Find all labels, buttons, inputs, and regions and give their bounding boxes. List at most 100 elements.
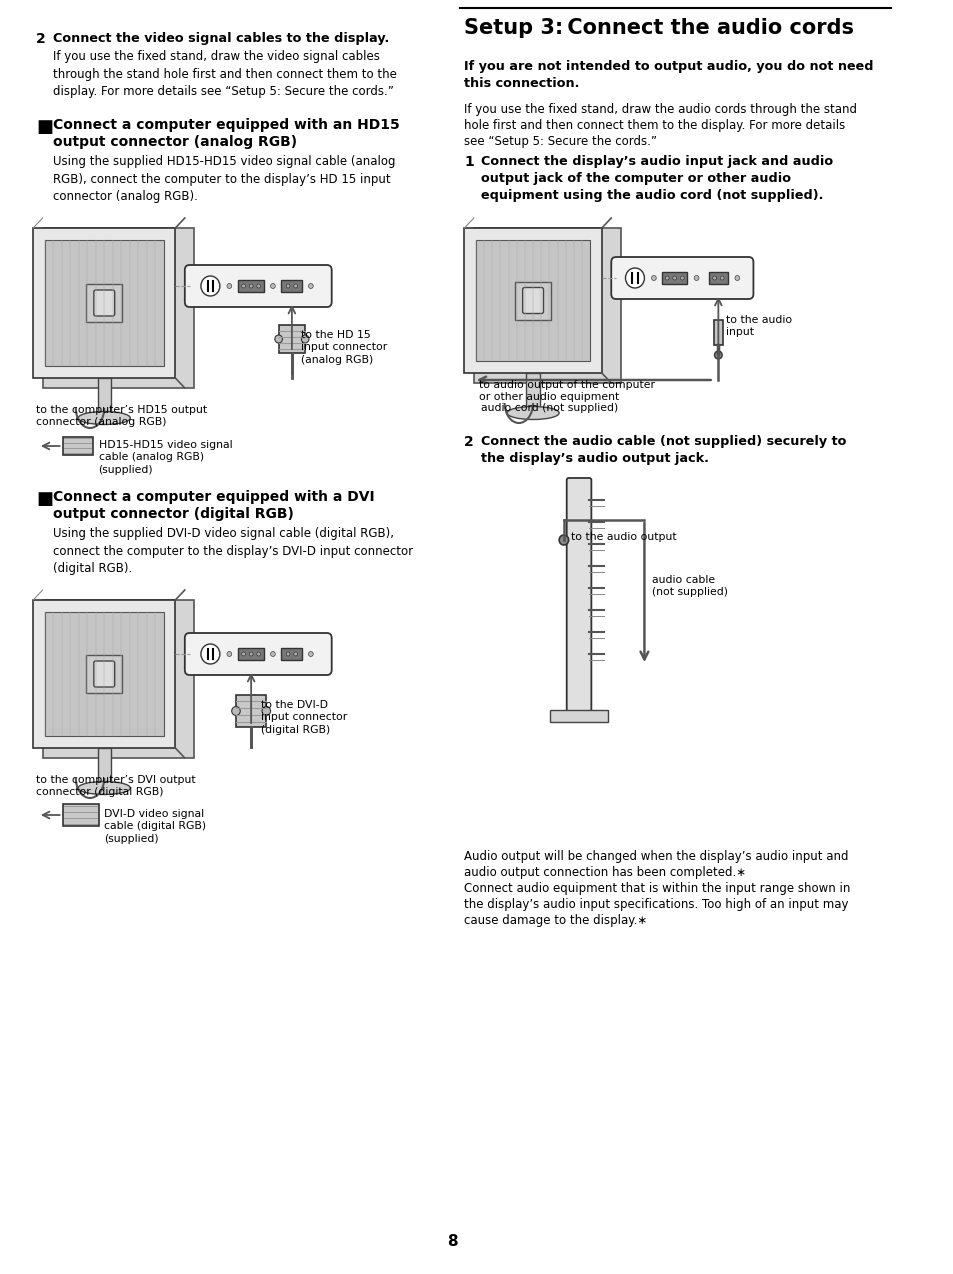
Circle shape [241, 284, 245, 288]
Circle shape [714, 352, 721, 359]
Text: the display’s audio output jack.: the display’s audio output jack. [481, 452, 709, 465]
Text: to the audio output: to the audio output [571, 533, 677, 541]
Text: the display’s audio input specifications. Too high of an input may: the display’s audio input specifications… [464, 898, 848, 911]
Circle shape [651, 275, 656, 280]
Text: If you are not intended to output audio, you do not need: If you are not intended to output audio,… [464, 60, 873, 73]
Text: HD15-HD15 video signal
cable (analog RGB)
(supplied): HD15-HD15 video signal cable (analog RGB… [98, 440, 232, 475]
Bar [661, 273, 686, 284]
Bar [549, 710, 608, 722]
Bar [97, 748, 111, 789]
Circle shape [256, 284, 260, 288]
Bar [86, 655, 122, 693]
Bar [474, 228, 620, 383]
Circle shape [286, 652, 290, 656]
Circle shape [249, 652, 253, 656]
Circle shape [294, 652, 297, 656]
Circle shape [262, 707, 271, 716]
Text: ■: ■ [36, 490, 53, 508]
FancyBboxPatch shape [185, 633, 332, 675]
Bar [526, 373, 539, 413]
Text: 1: 1 [464, 155, 474, 169]
FancyBboxPatch shape [566, 478, 591, 712]
Text: output connector (analog RGB): output connector (analog RGB) [53, 135, 297, 149]
Bar [97, 378, 111, 418]
FancyBboxPatch shape [93, 661, 114, 687]
Text: to audio output of the computer
or other audio equipment: to audio output of the computer or other… [478, 380, 654, 403]
Circle shape [694, 275, 699, 280]
Text: this connection.: this connection. [464, 76, 579, 90]
Circle shape [712, 276, 716, 280]
Bar [33, 228, 175, 378]
Circle shape [720, 276, 723, 280]
Text: audio cable
(not supplied): audio cable (not supplied) [651, 575, 727, 598]
Text: output jack of the computer or other audio: output jack of the computer or other aud… [481, 172, 791, 185]
Text: cause damage to the display.∗: cause damage to the display.∗ [464, 913, 647, 927]
Bar [86, 284, 122, 322]
Ellipse shape [78, 412, 131, 424]
Circle shape [679, 276, 683, 280]
Bar [63, 804, 98, 826]
Circle shape [672, 276, 676, 280]
Text: Using the supplied DVI-D video signal cable (digital RGB),
connect the computer : Using the supplied DVI-D video signal ca… [53, 527, 413, 575]
Bar [43, 600, 194, 758]
FancyBboxPatch shape [522, 288, 543, 313]
Text: Audio output will be changed when the display’s audio input and: Audio output will be changed when the di… [464, 850, 848, 862]
Circle shape [241, 652, 245, 656]
Circle shape [227, 651, 232, 656]
Bar [43, 228, 194, 389]
Text: equipment using the audio cord (not supplied).: equipment using the audio cord (not supp… [481, 189, 823, 203]
Circle shape [308, 651, 313, 656]
Text: ■: ■ [36, 118, 53, 136]
Circle shape [558, 535, 568, 545]
Text: 8: 8 [446, 1235, 456, 1250]
Bar [278, 325, 305, 353]
Text: see “Setup 5: Secure the cords.”: see “Setup 5: Secure the cords.” [464, 135, 657, 148]
Text: If you use the fixed stand, draw the audio cords through the stand: If you use the fixed stand, draw the aud… [464, 103, 857, 116]
Bar [63, 437, 92, 455]
Bar [708, 273, 727, 284]
Bar [713, 320, 722, 345]
Circle shape [625, 268, 644, 288]
FancyBboxPatch shape [611, 257, 753, 299]
Circle shape [249, 284, 253, 288]
Bar [281, 280, 302, 292]
Text: Using the supplied HD15-HD15 video signal cable (analog
RGB), connect the comput: Using the supplied HD15-HD15 video signa… [53, 155, 395, 203]
Text: audio output connection has been completed.∗: audio output connection has been complet… [464, 866, 745, 879]
Ellipse shape [78, 781, 131, 795]
FancyBboxPatch shape [185, 265, 332, 307]
Text: Connect the video signal cables to the display.: Connect the video signal cables to the d… [53, 32, 389, 45]
Text: Connect the audio cable (not supplied) securely to: Connect the audio cable (not supplied) s… [481, 434, 846, 448]
Circle shape [201, 276, 219, 296]
Bar [45, 612, 164, 736]
Circle shape [274, 335, 282, 343]
Text: hole first and then connect them to the display. For more details: hole first and then connect them to the … [464, 118, 844, 132]
Circle shape [664, 276, 668, 280]
Text: to the DVI-D
input connector
(digital RGB): to the DVI-D input connector (digital RG… [260, 699, 347, 735]
Circle shape [294, 284, 297, 288]
Text: Connect a computer equipped with an HD15: Connect a computer equipped with an HD15 [53, 118, 399, 132]
Text: If you use the fixed stand, draw the video signal cables
through the stand hole : If you use the fixed stand, draw the vid… [53, 50, 396, 98]
Circle shape [232, 707, 240, 716]
Text: Setup 3: Connect the audio cords: Setup 3: Connect the audio cords [464, 18, 854, 38]
Bar [281, 648, 302, 660]
Text: to the computer’s HD15 output
connector (analog RGB): to the computer’s HD15 output connector … [36, 405, 207, 427]
Circle shape [308, 284, 313, 288]
Circle shape [286, 284, 290, 288]
Text: Connect audio equipment that is within the input range shown in: Connect audio equipment that is within t… [464, 882, 850, 896]
Text: to the HD 15
input connector
(analog RGB): to the HD 15 input connector (analog RGB… [301, 330, 387, 364]
Circle shape [227, 284, 232, 288]
Bar [237, 648, 264, 660]
Circle shape [256, 652, 260, 656]
Circle shape [271, 284, 275, 288]
Text: to the computer’s DVI output
connector (digital RGB): to the computer’s DVI output connector (… [36, 775, 195, 798]
Bar [45, 240, 164, 366]
FancyBboxPatch shape [93, 290, 114, 316]
Text: Connect the display’s audio input jack and audio: Connect the display’s audio input jack a… [481, 155, 833, 168]
Circle shape [301, 335, 309, 343]
Text: 2: 2 [36, 32, 46, 46]
Text: 2: 2 [464, 434, 474, 448]
Circle shape [734, 275, 739, 280]
Ellipse shape [506, 406, 558, 419]
Text: DVI-D video signal
cable (digital RGB)
(supplied): DVI-D video signal cable (digital RGB) (… [104, 809, 206, 843]
Bar [237, 280, 264, 292]
